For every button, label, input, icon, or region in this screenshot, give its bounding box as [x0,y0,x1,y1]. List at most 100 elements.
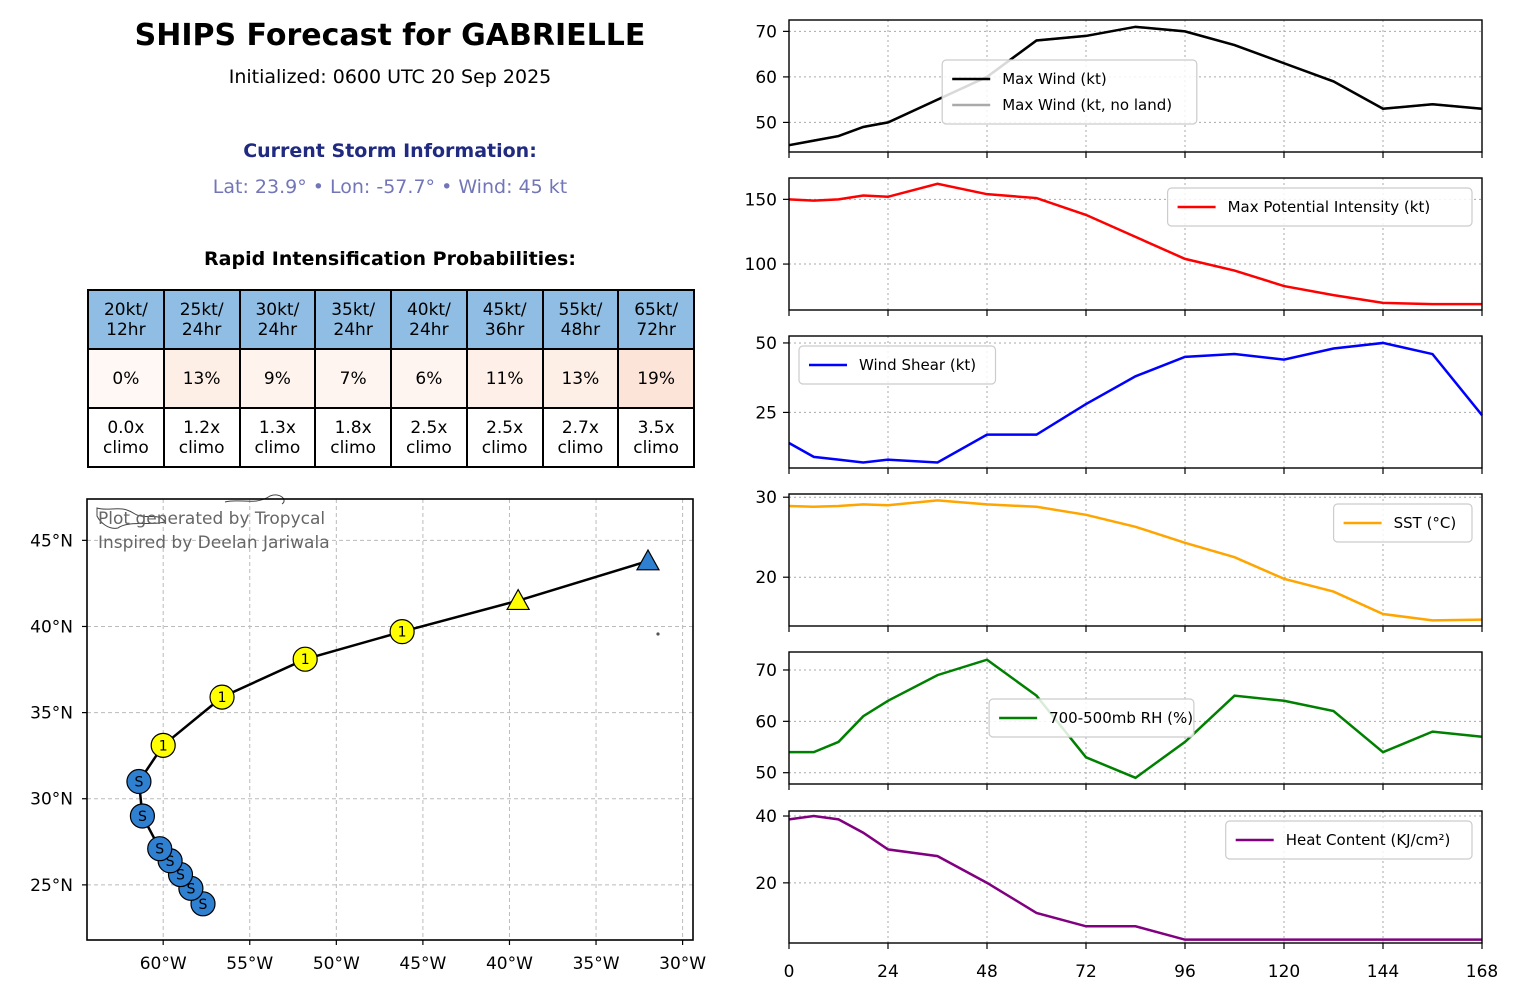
series-line [789,658,1483,780]
ri-header-cell: 45kt/36hr [465,289,544,350]
ri-climo-ratio: 2.5x [410,417,448,438]
map-lat-label: 45°N [30,531,73,551]
legend-label: 700-500mb RH (%) [1049,709,1193,727]
ri-header-cell: 25kt/24hr [162,289,241,350]
ri-probability-cell: 13% [541,348,620,409]
x-tick-label: 72 [1075,962,1097,982]
ri-header-threshold: 40kt/ [406,299,451,320]
track-point [129,803,156,829]
track-point [292,646,318,672]
chart-panel: 25 50 Wind Shear (kt) [755,334,1483,474]
ri-climo-ratio: 1.8x [334,417,372,438]
x-tick-label: 0 [784,962,795,982]
track-map: 60°W 55°W 50°W 45°W 40°W 35°W 30°W 25°N 30°N 35°N… [30,494,706,974]
track-point-category: 1 [218,690,227,706]
y-tick-label: 20 [755,568,777,588]
ri-header-threshold: 25kt/ [179,299,224,320]
map-lon-label: 35°W [573,954,620,974]
y-tick-label: 25 [755,403,777,423]
island [656,632,660,636]
map-lon-label: 30°W [659,954,706,974]
ri-header-period: 24hr [409,319,449,340]
y-tick-label: 50 [755,113,777,133]
initialized-time: Initialized: 0600 UTC 20 Sep 2025 [228,66,552,88]
track-point [389,619,415,645]
panel-frame [788,335,1483,469]
track-point-category: S [186,881,195,897]
y-tick-label: 50 [755,764,777,784]
map-lat-label: 40°N [30,617,73,637]
track-point-category: 1 [398,625,407,641]
ri-climo-cell: 2.5x climo [465,407,544,468]
ri-climo-ratio: 1.3x [258,417,296,438]
map-credit-inspired: Inspired by Deelan Jariwala [98,533,330,553]
ri-climo-ratio: 3.5x [637,417,675,438]
ri-climo-cell: 0.0x climo [87,407,165,468]
series-line [788,182,1482,306]
track-point-category: S [134,775,143,791]
y-tick-label: 150 [745,190,777,210]
ri-climo-label: climo [481,437,528,458]
ri-climo-cell: 2.5x climo [390,407,468,468]
ri-header-cell: 55kt/48hr [541,289,620,350]
coastline [224,494,285,505]
ri-header-period: 24hr [181,319,222,340]
chart-panel: 20 30 SST (°C) [755,488,1483,632]
track-point [209,684,235,710]
ri-heading: Rapid Intensification Probabilities: [204,248,576,270]
y-tick-label: 30 [755,488,777,508]
chart-panel: 50 60 70 700-500mb RH (%) [755,651,1483,790]
ri-header-threshold: 20kt/ [103,299,148,320]
panel-frame [788,177,1483,311]
legend-label: Heat Content (KJ/cm²) [1286,831,1451,849]
ri-climo-label: climo [557,437,604,458]
map-lon-label: 55°W [226,954,273,974]
series-line [788,814,1482,941]
ri-climo-label: climo [254,437,301,458]
chart-panel: 50 60 70 Max Wind (kt) Max Wind (kt, no land… [755,19,1483,158]
chart-panel: 100 150 Max Potential Intensity (kt) [745,177,1483,316]
legend-box [941,59,1198,125]
x-tick-label: 96 [1174,962,1196,982]
track-point [147,836,173,862]
map-frame [86,498,694,941]
y-tick-label: 70 [755,661,777,681]
map-lat-label: 30°N [30,790,73,810]
ri-header-threshold: 30kt/ [255,299,300,320]
ri-header-period: 12hr [106,319,146,340]
ri-climo-cell: 3.5x climo [617,407,695,468]
y-tick-label: 40 [755,807,777,827]
ri-header-period: 24hr [333,319,373,340]
track-point-category: S [176,868,185,884]
ri-probability-cell: 11% [465,348,544,409]
legend-box [1167,187,1473,227]
panel-frame [788,19,1483,153]
track-point-category: S [199,897,208,913]
ri-climo-cell: 1.8x climo [314,407,392,468]
ri-probability-cell: 13% [162,348,241,409]
map-lat-label: 25°N [30,876,73,896]
y-tick-label: 20 [755,874,777,894]
map-lat-label: 35°N [30,704,73,724]
x-tick-label: 48 [976,962,998,982]
ri-header-threshold: 35kt/ [331,299,376,320]
y-tick-label: 60 [755,68,777,88]
map-lon-label: 45°W [399,954,446,974]
track-point-category: 1 [301,652,310,668]
y-tick-label: 50 [755,334,777,354]
current-storm-info: Lat: 23.9° • Lon: -57.7° • Wind: 45 kt [212,176,568,198]
timeseries-panels: 50 60 70 Max Wind (kt) Max Wind (kt, no land… [745,19,1498,982]
ri-climo-cell: 1.3x climo [238,407,317,468]
x-tick-label: 168 [1466,962,1498,982]
panel-frame [788,651,1483,785]
ri-climo-ratio: 1.2x [183,417,221,438]
ri-climo-label: climo [178,437,225,458]
ri-climo-label: climo [102,437,149,458]
ri-climo-cell: 2.7x climo [541,407,620,468]
legend-box [1332,503,1473,543]
ri-header-period: 24hr [257,319,298,340]
ri-header-cell: 35kt/24hr [314,289,392,350]
chart-panel: 20 40 Heat Content (KJ/cm²) 0 24 48 72 96 120 144… [755,807,1498,982]
legend-label: Max Potential Intensity (kt) [1228,198,1431,216]
page-title: SHIPS Forecast for GABRIELLE [134,18,646,53]
